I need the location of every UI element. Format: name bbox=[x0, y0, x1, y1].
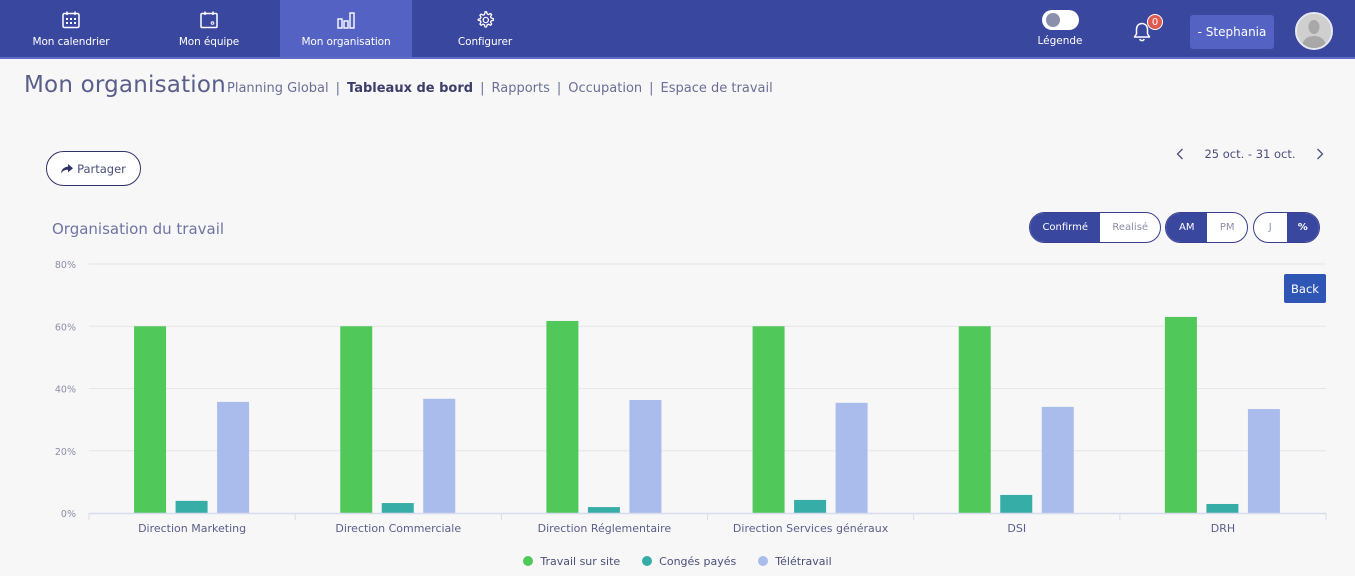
toggle-pm[interactable]: PM bbox=[1219, 222, 1235, 233]
bell-icon bbox=[1130, 20, 1154, 48]
bar-travail-sur-site[interactable] bbox=[752, 326, 785, 513]
y-tick-label: 40% bbox=[55, 385, 76, 396]
notifications-button[interactable]: 0 bbox=[1130, 14, 1166, 48]
toggle-am[interactable]: AM bbox=[1166, 213, 1208, 242]
subnav-planning-global[interactable]: Planning Global bbox=[227, 81, 329, 96]
bar-travail-sur-site[interactable] bbox=[546, 320, 579, 513]
legend-toggle[interactable]: Légende bbox=[1035, 10, 1085, 54]
legend-dot bbox=[642, 556, 653, 566]
subnav-occupation[interactable]: Occupation bbox=[568, 81, 643, 96]
nav-item-mon-calendrier[interactable]: Mon calendrier bbox=[20, 0, 122, 57]
separator: | bbox=[556, 81, 562, 96]
nav-label: Mon équipe bbox=[178, 36, 240, 48]
nav-label: Mon organisation bbox=[301, 36, 391, 48]
legend-label: Travail sur site bbox=[540, 554, 621, 568]
legend-item-conges-payes[interactable]: Congés payés bbox=[642, 555, 736, 568]
share-button[interactable]: Partager bbox=[46, 151, 141, 186]
x-tick-label: Direction Réglementaire bbox=[538, 522, 672, 535]
x-tick-label: Direction Marketing bbox=[138, 522, 246, 535]
user-silhouette-icon bbox=[1297, 14, 1331, 48]
date-navigation: 25 oct. - 31 oct. bbox=[1170, 143, 1330, 165]
legend-toggle-label: Légende bbox=[1037, 35, 1083, 47]
separator: | bbox=[335, 81, 340, 96]
bar-chart-icon bbox=[335, 9, 357, 31]
x-tick-label: DSI bbox=[1007, 522, 1026, 535]
legend-item-travail-sur-site[interactable]: Travail sur site bbox=[523, 555, 620, 568]
y-tick-label: 60% bbox=[55, 322, 76, 333]
toggle-knob bbox=[1045, 13, 1060, 27]
next-week-button[interactable] bbox=[1310, 143, 1330, 165]
gear-icon bbox=[474, 9, 496, 31]
legend-label: Congés payés bbox=[659, 554, 737, 568]
bar-t-l-travail[interactable] bbox=[629, 400, 662, 513]
bar-cong-s-pay-s[interactable] bbox=[175, 500, 208, 513]
bar-travail-sur-site[interactable] bbox=[1164, 316, 1197, 513]
nav-label: Configurer bbox=[457, 36, 513, 48]
toggle-confirme[interactable]: Confirmé bbox=[1030, 213, 1101, 242]
bar-t-l-travail[interactable] bbox=[217, 401, 250, 513]
period-toggle: AM PM bbox=[1165, 212, 1248, 243]
chart-legend: Travail sur site Congés payés Télétravai… bbox=[0, 552, 1355, 570]
status-toggle: Confirmé Realisé bbox=[1029, 212, 1161, 243]
bar-travail-sur-site[interactable] bbox=[340, 326, 373, 513]
top-navigation-bar: Mon calendrier Mon équipe Mon organisati… bbox=[0, 0, 1355, 59]
subnav-tableaux-de-bord[interactable]: Tableaux de bord bbox=[347, 81, 474, 96]
legend-dot bbox=[523, 556, 534, 566]
bar-chart: 0%20%40%60%80% Direction Marketing Direct… bbox=[55, 260, 1327, 535]
y-tick-label: 0% bbox=[61, 509, 76, 520]
x-tick-label: DRH bbox=[1211, 522, 1235, 535]
chart-gridlines bbox=[89, 263, 1326, 452]
y-tick-label: 80% bbox=[55, 260, 76, 271]
x-tick-label: Direction Services généraux bbox=[733, 522, 889, 535]
legend-dot bbox=[758, 556, 769, 566]
bar-travail-sur-site[interactable] bbox=[958, 326, 991, 513]
legend-label: Télétravail bbox=[775, 554, 832, 568]
toggle-jours[interactable]: J bbox=[1268, 222, 1272, 233]
bar-travail-sur-site[interactable] bbox=[134, 326, 167, 513]
bar-t-l-travail[interactable] bbox=[1247, 409, 1280, 513]
nav-label: Mon calendrier bbox=[32, 36, 110, 48]
chevron-right-icon bbox=[1317, 148, 1324, 160]
toggle-percent[interactable]: % bbox=[1286, 213, 1319, 242]
chevron-left-icon bbox=[1176, 148, 1183, 160]
page-title: Mon organisation bbox=[24, 72, 226, 98]
x-axis: Direction Marketing Direction Commerciale… bbox=[88, 512, 1327, 535]
y-tick-label: 20% bbox=[55, 447, 76, 458]
chart-title: Organisation du travail bbox=[52, 220, 225, 238]
bar-cong-s-pay-s[interactable] bbox=[381, 503, 414, 513]
chart-bars bbox=[134, 316, 1280, 513]
x-tick-label: Direction Commerciale bbox=[335, 522, 461, 535]
back-button[interactable]: Back bbox=[1284, 274, 1326, 303]
sub-navigation: Planning Global | Tableaux de bord | Rap… bbox=[227, 81, 773, 96]
nav-item-mon-organisation[interactable]: Mon organisation bbox=[280, 0, 412, 57]
user-menu-button[interactable]: - Stephania bbox=[1190, 15, 1274, 49]
previous-week-button[interactable] bbox=[1170, 143, 1190, 165]
bar-cong-s-pay-s[interactable] bbox=[794, 499, 827, 513]
subnav-rapports[interactable]: Rapports bbox=[491, 81, 550, 96]
legend-item-teletravail[interactable]: Télétravail bbox=[758, 554, 832, 568]
bar-cong-s-pay-s[interactable] bbox=[1000, 494, 1033, 513]
bar-t-l-travail[interactable] bbox=[423, 398, 456, 513]
y-axis-ticks: 0% 20% 40% 60% 80% bbox=[55, 260, 76, 520]
separator: | bbox=[480, 81, 485, 96]
share-arrow-icon bbox=[61, 163, 74, 174]
nav-item-mon-equipe[interactable]: Mon équipe bbox=[160, 0, 258, 57]
bar-t-l-travail[interactable] bbox=[835, 402, 868, 513]
toggle-realise[interactable]: Realisé bbox=[1112, 222, 1149, 233]
subnav-espace-de-travail[interactable]: Espace de travail bbox=[660, 81, 773, 96]
toggle-switch[interactable] bbox=[1041, 10, 1079, 30]
calendar-team-icon bbox=[198, 9, 220, 31]
notification-count-badge: 0 bbox=[1147, 14, 1163, 30]
bar-cong-s-pay-s[interactable] bbox=[587, 507, 620, 513]
share-button-label: Partager bbox=[77, 161, 126, 176]
unit-toggle: J % bbox=[1253, 212, 1320, 243]
bar-cong-s-pay-s[interactable] bbox=[1206, 503, 1239, 513]
date-range: 25 oct. - 31 oct. bbox=[1204, 147, 1296, 161]
bar-t-l-travail[interactable] bbox=[1041, 406, 1074, 513]
avatar[interactable] bbox=[1295, 12, 1333, 50]
calendar-grid-icon bbox=[60, 9, 82, 31]
nav-item-configurer[interactable]: Configurer bbox=[440, 0, 530, 57]
separator: | bbox=[649, 81, 654, 96]
